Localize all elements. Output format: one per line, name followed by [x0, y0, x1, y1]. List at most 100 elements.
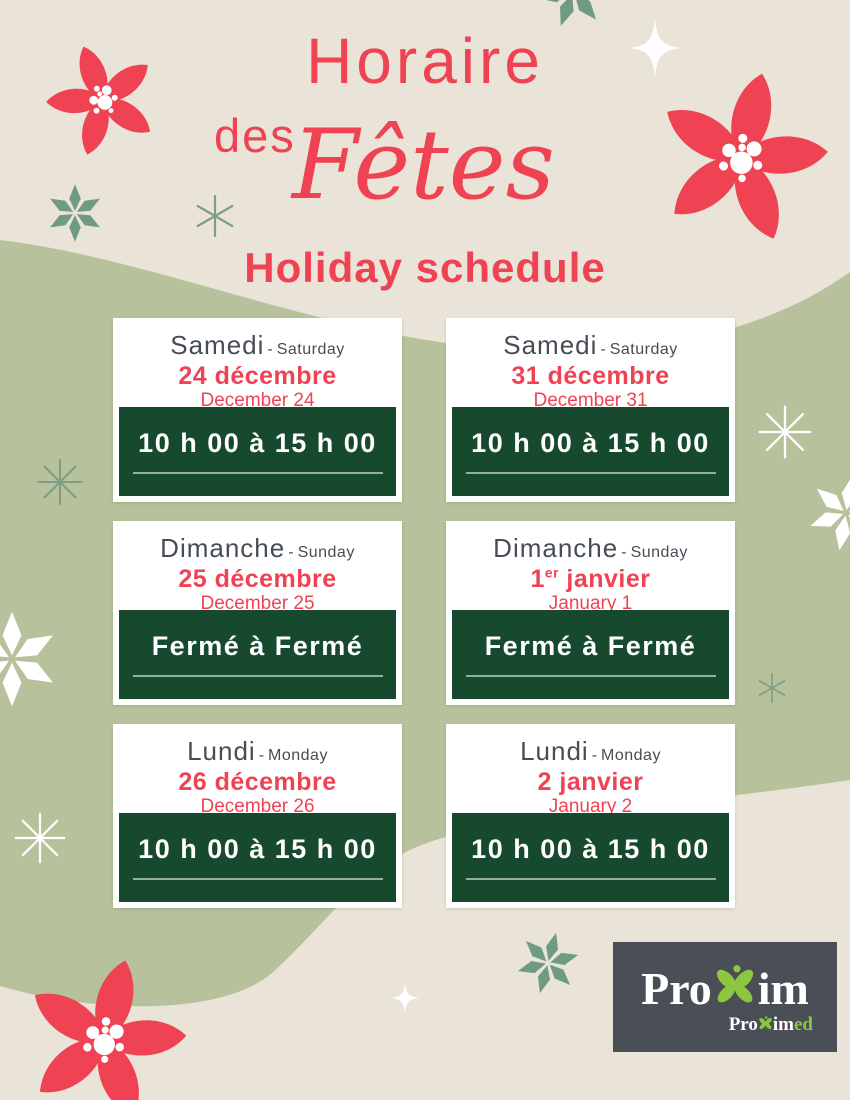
date-month: décembre [207, 767, 337, 796]
card-header: Samedi - Saturday 24 décembre December 24 [113, 318, 402, 411]
leaf-star-icon [803, 469, 850, 557]
proximed-wordmark: Pro im ed [729, 1015, 813, 1034]
asterisk-sparkle-icon [758, 405, 812, 459]
date-number: 25 [178, 564, 208, 593]
day-name-en: Saturday [276, 341, 345, 358]
day-name-fr: Lundi [187, 736, 256, 766]
date-number: 1 [530, 564, 545, 593]
sub-brand-prefix: Pro [728, 1014, 758, 1035]
hours-text: Fermé à Fermé [151, 631, 364, 661]
hours-underline [132, 675, 383, 677]
date-month: décembre [207, 564, 337, 593]
card-header: Lundi - Monday 2 janvier January 2 [446, 724, 735, 817]
day-name-en: Saturday [609, 341, 678, 358]
day-separator: - [258, 747, 266, 764]
day-separator: - [600, 341, 607, 358]
hours-underline [465, 878, 716, 880]
hours-underline [465, 472, 716, 474]
date-en: December 25 [200, 592, 315, 614]
date-fr: 1er janvier [446, 564, 735, 593]
card-day: Samedi - Saturday [446, 331, 735, 360]
brand-prefix: Pro [641, 963, 712, 1014]
card-header: Dimanche - Sunday 1er janvier January 1 [446, 521, 735, 614]
title-fr-horaire: Horaire [306, 25, 544, 97]
date-en: January 1 [548, 592, 633, 614]
date-month: décembre [207, 361, 337, 390]
card-day: Lundi - Monday [113, 737, 402, 766]
leaf-star-icon [0, 612, 58, 706]
day-name-en: Sunday [297, 544, 355, 561]
hours-text: 10 h 00 à 15 h 00 [138, 834, 377, 864]
date-month: décembre [540, 361, 670, 390]
four-point-sparkle-icon [390, 983, 420, 1013]
date-number: 24 [178, 361, 208, 390]
title-fr-fetes: Fêtes [292, 109, 555, 221]
hours-underline [465, 675, 716, 677]
hours-underline [132, 878, 383, 880]
schedule-card-dec-31: Samedi - Saturday 31 décembre December 31 … [446, 318, 735, 502]
day-name-fr: Dimanche [493, 533, 619, 563]
card-day: Dimanche - Sunday [113, 534, 402, 563]
date-en: December 24 [200, 389, 315, 411]
proxim-x-flower-icon [716, 965, 753, 1003]
date-fr: 26 décembre [113, 767, 402, 796]
day-name-en: Monday [268, 747, 328, 764]
title-fr-des: des [214, 109, 296, 162]
proxim-x-flower-icon [759, 1015, 772, 1029]
date-number: 2 [537, 767, 552, 796]
date-en: January 2 [548, 795, 633, 817]
day-name-en: Sunday [630, 544, 688, 561]
date-ordinal: er [544, 565, 559, 581]
card-day: Lundi - Monday [446, 737, 735, 766]
schedule-card-dec-24: Samedi - Saturday 24 décembre December 24 … [113, 318, 402, 502]
asterisk-sparkle-icon [196, 194, 234, 238]
day-separator: - [591, 747, 599, 764]
card-header: Samedi - Saturday 31 décembre December 31 [446, 318, 735, 411]
hours-panel: Fermé à Fermé [452, 610, 729, 699]
asterisk-sparkle-icon [37, 459, 83, 505]
card-header: Lundi - Monday 26 décembre December 26 [113, 724, 402, 817]
day-separator: - [267, 341, 274, 358]
proxim-wordmark: Pro im [641, 964, 809, 1014]
brand-suffix: im [757, 963, 809, 1014]
hours-panel: 10 h 00 à 15 h 00 [119, 813, 396, 902]
schedule-card-jan-2: Lundi - Monday 2 janvier January 2 10 h 00… [446, 724, 735, 908]
day-name-fr: Lundi [520, 736, 589, 766]
hours-panel: 10 h 00 à 15 h 00 [452, 407, 729, 496]
date-en: December 31 [533, 389, 648, 411]
leaf-star-icon [47, 184, 103, 242]
day-name-fr: Samedi [503, 330, 598, 360]
date-month: janvier [551, 767, 644, 796]
schedule-card-jan-1: Dimanche - Sunday 1er janvier January 1 Fe… [446, 521, 735, 705]
date-number: 26 [178, 767, 208, 796]
date-fr: 25 décembre [113, 564, 402, 593]
proxim-logo: Pro im Pro im ed [613, 942, 837, 1052]
hours-panel: Fermé à Fermé [119, 610, 396, 699]
date-fr: 24 décembre [113, 361, 402, 390]
hours-panel: 10 h 00 à 15 h 00 [119, 407, 396, 496]
day-name-fr: Samedi [170, 330, 265, 360]
hours-text: 10 h 00 à 15 h 00 [471, 834, 710, 864]
schedule-card-dec-25: Dimanche - Sunday 25 décembre December 25 … [113, 521, 402, 705]
card-day: Dimanche - Sunday [446, 534, 735, 563]
sub-brand-suffix: ed [794, 1014, 813, 1035]
date-fr: 2 janvier [446, 767, 735, 796]
title-en-holiday-schedule: Holiday schedule [244, 244, 606, 291]
day-separator: - [288, 544, 295, 561]
hours-text: Fermé à Fermé [484, 631, 697, 661]
leaf-star-icon [511, 925, 585, 1001]
day-name-fr: Dimanche [160, 533, 286, 563]
hours-text: 10 h 00 à 15 h 00 [138, 428, 377, 458]
day-name-en: Monday [601, 747, 661, 764]
asterisk-sparkle-icon [14, 812, 66, 864]
date-fr: 31 décembre [446, 361, 735, 390]
day-separator: - [621, 544, 628, 561]
schedule-card-dec-26: Lundi - Monday 26 décembre December 26 10 … [113, 724, 402, 908]
hours-panel: 10 h 00 à 15 h 00 [452, 813, 729, 902]
date-number: 31 [511, 361, 541, 390]
asterisk-sparkle-icon [758, 672, 786, 704]
sub-brand-mid: im [772, 1014, 794, 1035]
card-day: Samedi - Saturday [113, 331, 402, 360]
hours-underline [132, 472, 383, 474]
